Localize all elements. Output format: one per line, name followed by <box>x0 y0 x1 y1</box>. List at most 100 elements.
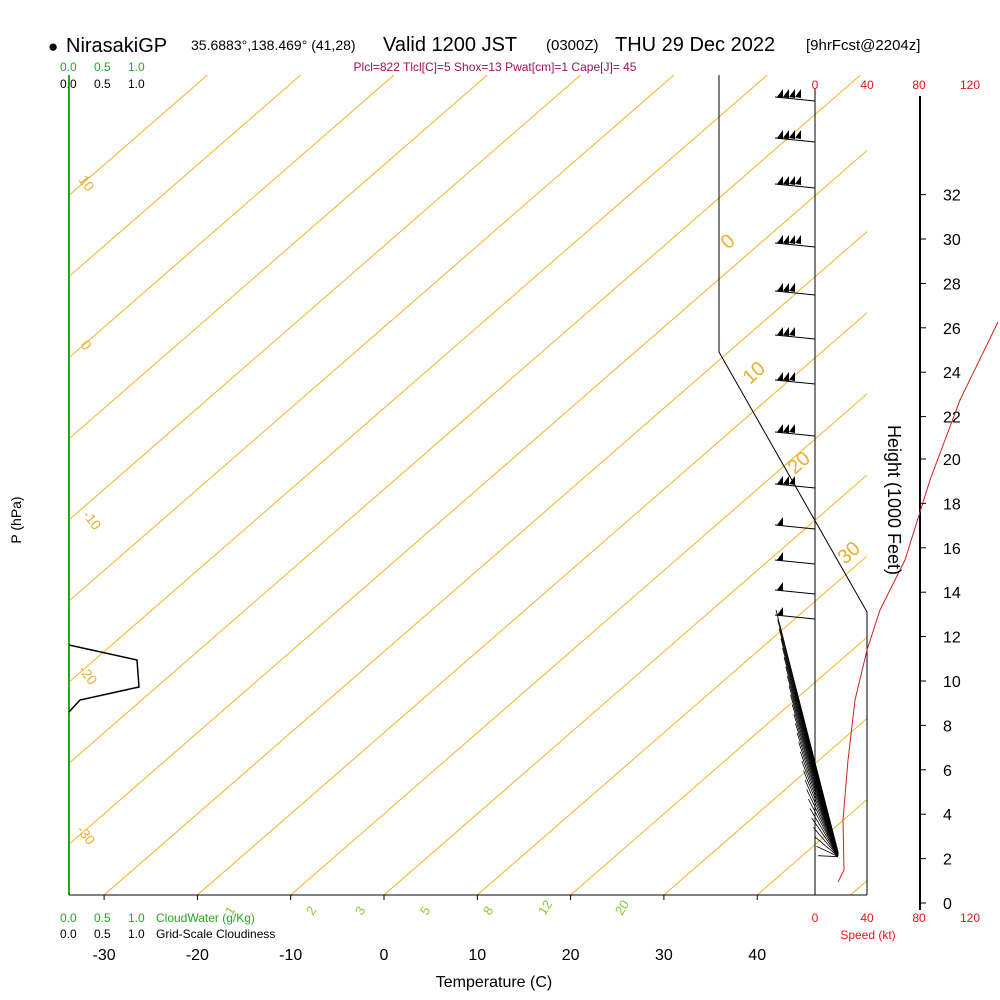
utc-time: (0300Z) <box>546 37 599 54</box>
speed-tick-label-top: 40 <box>860 78 874 92</box>
chart-grid <box>68 75 999 910</box>
wind-barb-flag <box>783 372 789 381</box>
cloudiness-scale-top: 0.0 <box>60 77 77 91</box>
wind-speed-profile <box>837 321 999 883</box>
cloudiness-label: Grid-Scale Cloudiness <box>156 927 275 941</box>
cloud-water-label: CloudWater (g/Kg) <box>156 911 255 925</box>
speed-tick-label-top: 0 <box>812 78 819 92</box>
temperature-tick-label: 40 <box>748 947 766 964</box>
cloud-water-scale-bottom: 0.0 <box>60 911 77 925</box>
wind-barb-flag <box>795 130 801 139</box>
isotherm-line <box>476 555 867 895</box>
wind-barb <box>806 789 839 856</box>
isotherm-line <box>69 75 675 602</box>
temperature-tick-label: 20 <box>562 947 580 964</box>
wind-barb-flag <box>777 607 783 616</box>
temperature-tick-label: -10 <box>279 947 302 964</box>
temperature-tick-label: -20 <box>186 947 209 964</box>
height-tick-label: 22 <box>943 410 961 427</box>
dry-adiabat-label: -10 <box>80 507 105 533</box>
cloud-water-scale-top: 1.0 <box>128 60 145 74</box>
mixing-ratio-label: 12 <box>535 897 555 917</box>
cloud-water-scale-top: 0.5 <box>94 60 111 74</box>
mixing-ratio-label: 5 <box>417 904 434 918</box>
wind-barb-flag <box>777 476 783 485</box>
wind-barb-flag <box>789 89 795 98</box>
isotherm-line <box>756 798 867 895</box>
cloudiness-scale-bottom: 0.0 <box>60 927 77 941</box>
wind-barb-flag <box>783 130 789 139</box>
cloud-water-scale-bottom: 0.5 <box>94 911 111 925</box>
wind-barb <box>812 827 839 857</box>
height-tick-label: 16 <box>943 541 961 558</box>
wind-barb-flag <box>795 235 801 244</box>
wind-barb-flag <box>783 424 789 433</box>
temperature-tick-label: -30 <box>93 947 116 964</box>
wind-barbs <box>774 89 839 858</box>
temperature-tick-label: 0 <box>380 947 389 964</box>
wind-barb-flag <box>777 552 783 561</box>
speed-tick-label-top: 120 <box>960 78 980 92</box>
wind-barb-flag <box>795 176 801 185</box>
height-tick-label: 28 <box>943 276 961 293</box>
wind-barb-flag <box>777 582 783 591</box>
dry-adiabat-label: 10 <box>76 172 98 194</box>
dry-adiabat-label: -30 <box>74 822 99 848</box>
height-tick-label: 4 <box>943 807 952 824</box>
wind-barb-flag <box>777 283 783 292</box>
wind-barb <box>809 808 839 856</box>
x-axis-label: Temperature (C) <box>436 974 552 991</box>
temperature-tick-label: 10 <box>468 947 486 964</box>
wind-barb-flag <box>789 235 795 244</box>
isotherm-line <box>197 312 867 895</box>
chart-labels: 2503004005007008501000-30-20-10010203040… <box>60 60 980 964</box>
isotherm-line <box>383 474 867 895</box>
cloud-water-scale-bottom: 1.0 <box>128 911 145 925</box>
wind-barb-flag <box>777 176 783 185</box>
valid-time: Valid 1200 JST <box>383 34 517 56</box>
cloud-water-scale-top: 0.0 <box>60 60 77 74</box>
isotherm-line <box>69 75 395 359</box>
height-tick-label: 24 <box>943 365 961 382</box>
wind-barb-flag <box>789 424 795 433</box>
wind-barb <box>818 855 839 858</box>
wind-barb-flag <box>777 327 783 336</box>
wind-barb <box>804 779 839 856</box>
isotherm-line <box>69 75 861 764</box>
isotherm-label: 10 <box>739 357 770 388</box>
speed-axis-label: Speed (kt) <box>840 928 895 942</box>
wind-barb-flag <box>783 283 789 292</box>
height-axis-label: Height (1000 Feet) <box>884 425 904 575</box>
wind-barb-flag <box>783 89 789 98</box>
wind-barb <box>803 770 839 856</box>
wind-barb-flag <box>789 130 795 139</box>
wind-barb-flag <box>789 327 795 336</box>
mixing-ratio-label: 2 <box>303 904 320 918</box>
wind-barb-flag <box>783 476 789 485</box>
isotherm-line <box>69 75 488 440</box>
dry-adiabat-label: 0 <box>78 337 96 353</box>
height-tick-label: 6 <box>943 763 952 780</box>
cloudiness-scale-bottom: 1.0 <box>128 927 145 941</box>
valid-date: THU 29 Dec 2022 <box>615 34 775 56</box>
wind-barb <box>808 798 839 856</box>
mixing-ratio-label: 20 <box>612 897 632 917</box>
wind-barb-flag <box>777 89 783 98</box>
cloudiness-scale-top: 0.5 <box>94 77 111 91</box>
y-axis-label: P (hPa) <box>8 496 24 543</box>
isotherm-line <box>290 393 867 895</box>
isotherm-line <box>850 879 867 895</box>
mixing-ratio-label: 8 <box>480 904 497 918</box>
wind-barb-flag <box>783 327 789 336</box>
tropopause-boundary <box>718 75 868 895</box>
cloudiness-scale-bottom: 0.5 <box>94 927 111 941</box>
wind-barb-flag <box>795 89 801 98</box>
wind-barb-flag <box>789 476 795 485</box>
speed-tick-label-bottom: 0 <box>812 911 819 925</box>
wind-barb <box>816 845 839 857</box>
wind-barb-flag <box>777 130 783 139</box>
wind-barb-flag <box>783 176 789 185</box>
wind-barb <box>811 817 839 857</box>
height-tick-label: 8 <box>943 718 952 735</box>
